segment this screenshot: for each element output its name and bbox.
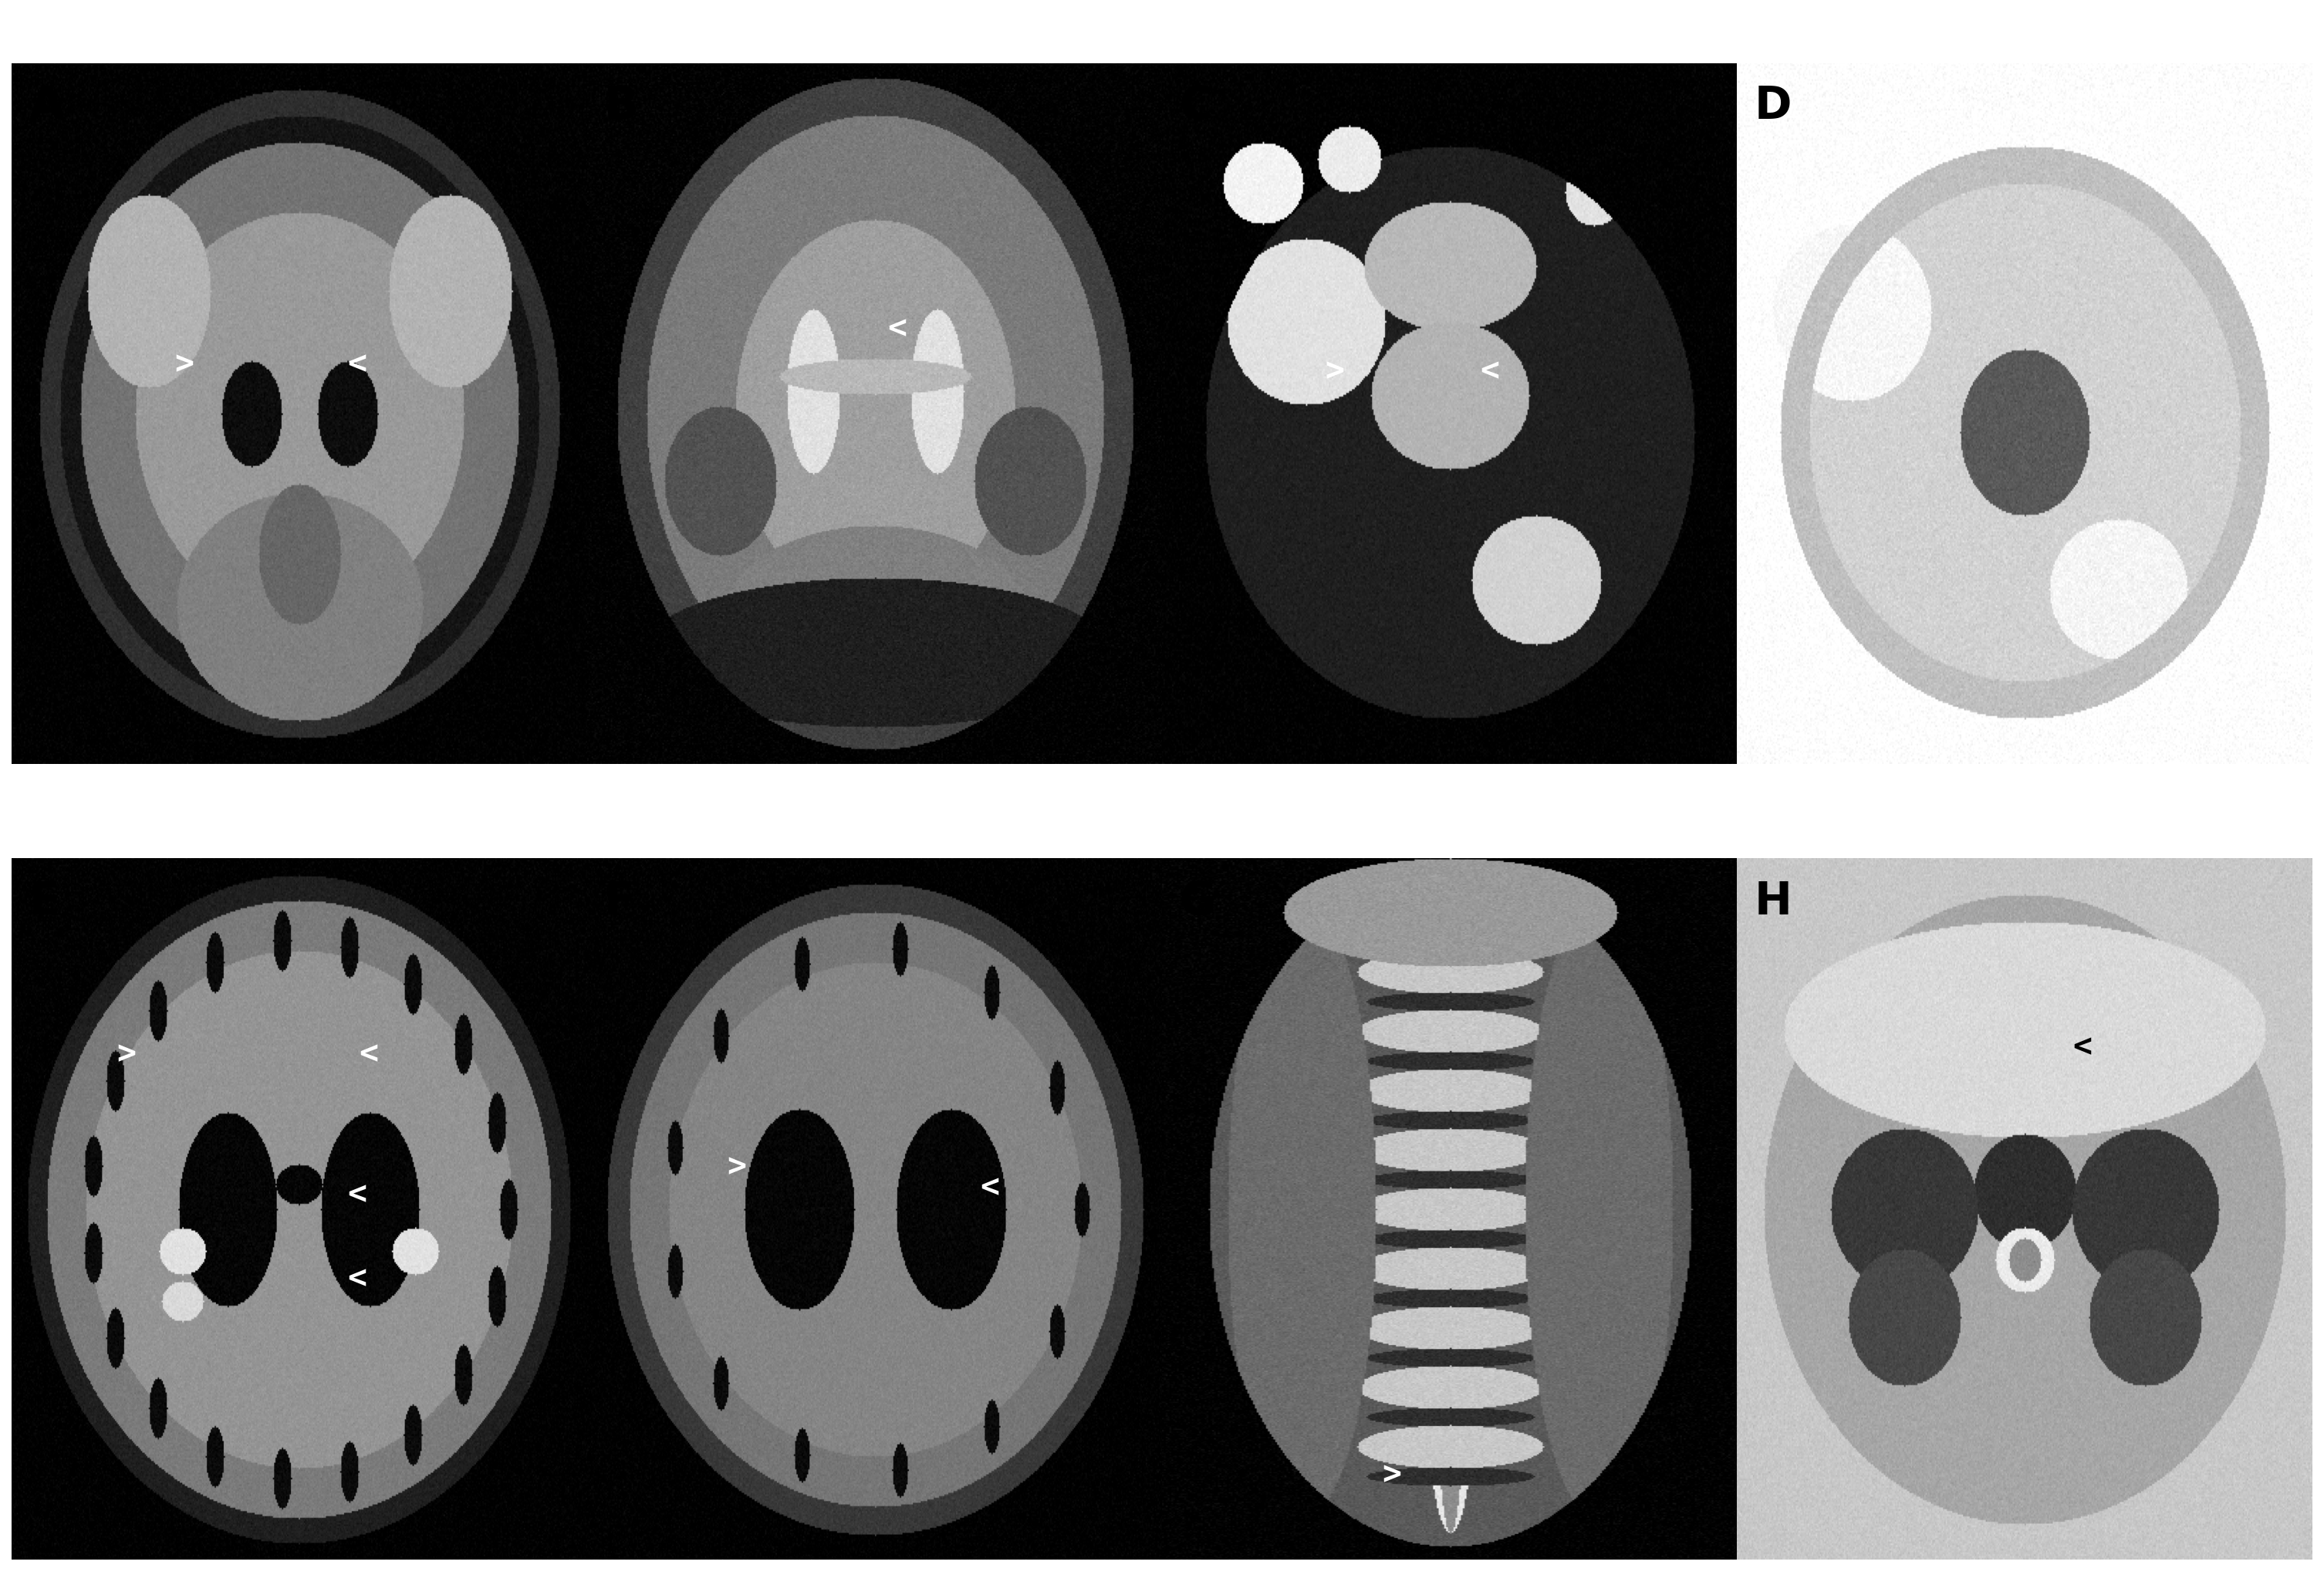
Text: B: B bbox=[604, 83, 639, 128]
Text: >: > bbox=[1383, 1458, 1401, 1492]
Text: <: < bbox=[981, 1172, 999, 1203]
Text: E: E bbox=[28, 879, 60, 923]
Text: >: > bbox=[116, 1038, 137, 1071]
Text: G: G bbox=[1178, 879, 1215, 923]
Text: <: < bbox=[1480, 356, 1499, 387]
Text: <: < bbox=[346, 348, 367, 381]
Text: A: A bbox=[28, 83, 63, 128]
Text: H: H bbox=[1755, 879, 1792, 923]
Text: F: F bbox=[604, 879, 634, 923]
Text: <: < bbox=[346, 1178, 367, 1211]
Text: <: < bbox=[888, 313, 906, 345]
Text: D: D bbox=[1755, 83, 1792, 128]
Text: >: > bbox=[174, 348, 193, 381]
Text: >: > bbox=[727, 1151, 746, 1183]
Text: <: < bbox=[358, 1038, 379, 1071]
Text: <: < bbox=[346, 1263, 367, 1295]
Text: <: < bbox=[2073, 1032, 2092, 1063]
Text: >: > bbox=[1325, 356, 1343, 387]
Text: C: C bbox=[1178, 83, 1213, 128]
